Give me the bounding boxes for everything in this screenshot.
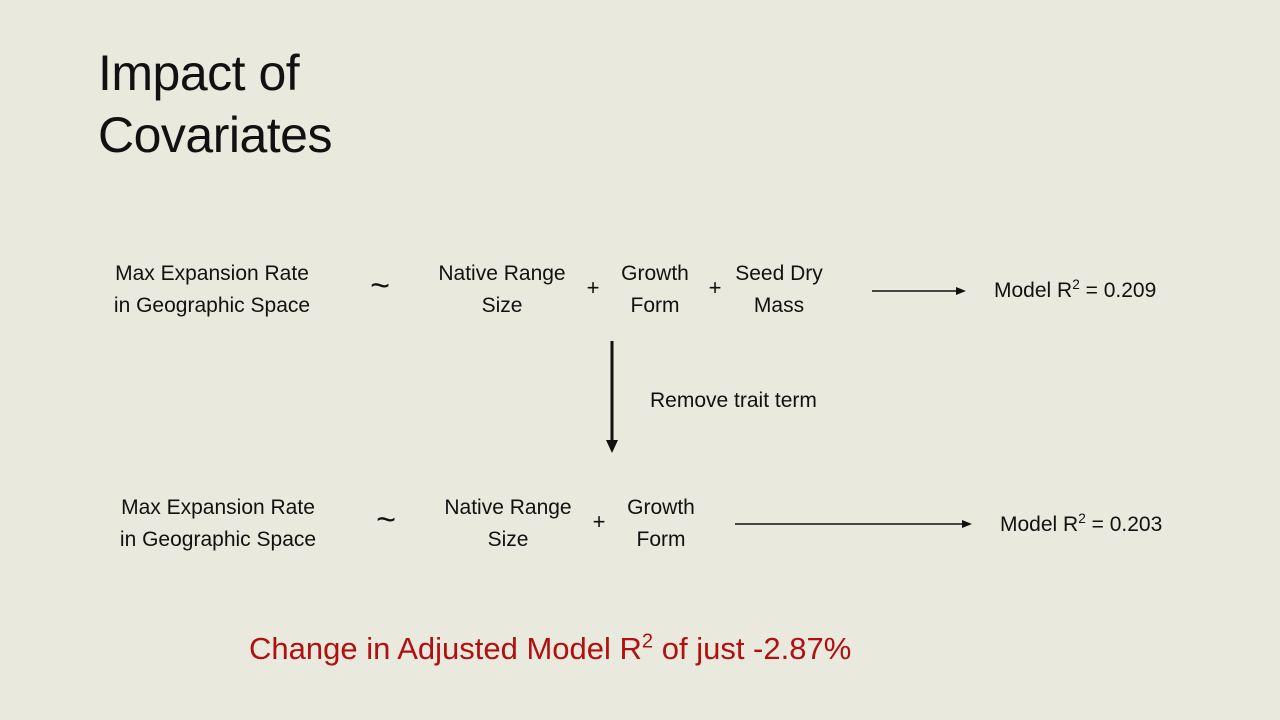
reduced-model-tilde: ~ [376,501,396,539]
full-model-response: Max Expansion Rate in Geographic Space [113,262,311,317]
full-model-plus-1: + [586,275,600,300]
slide-title: Impact of Covariates [98,42,333,166]
full-model-term-native-range: Native Range Size [438,262,566,317]
transition-label: Remove trait term [650,389,817,412]
change-summary: Change in Adjusted Model R2 of just -2.8… [249,630,852,666]
full-model-arrow [872,287,966,295]
full-model-r2: Model R2 = 0.209 [994,277,1157,302]
title-line-1: Impact of [98,45,300,101]
full-model-term-seed-dry-mass: Seed Dry Mass [735,262,823,317]
full-model-plus-2: + [708,275,722,300]
down-arrow [606,341,618,453]
reduced-model-term-growth-form: Growth Form [627,496,695,551]
full-model-term-growth-form: Growth Form [621,262,689,317]
reduced-model-response: Max Expansion Rate in Geographic Space [119,496,317,551]
reduced-model-plus-1: + [592,509,606,534]
title-line-2: Covariates [98,107,333,163]
reduced-model-arrow [735,520,972,528]
reduced-model-term-native-range: Native Range Size [444,496,572,551]
reduced-model-r2: Model R2 = 0.203 [1000,511,1163,536]
full-model-tilde: ~ [370,267,390,305]
